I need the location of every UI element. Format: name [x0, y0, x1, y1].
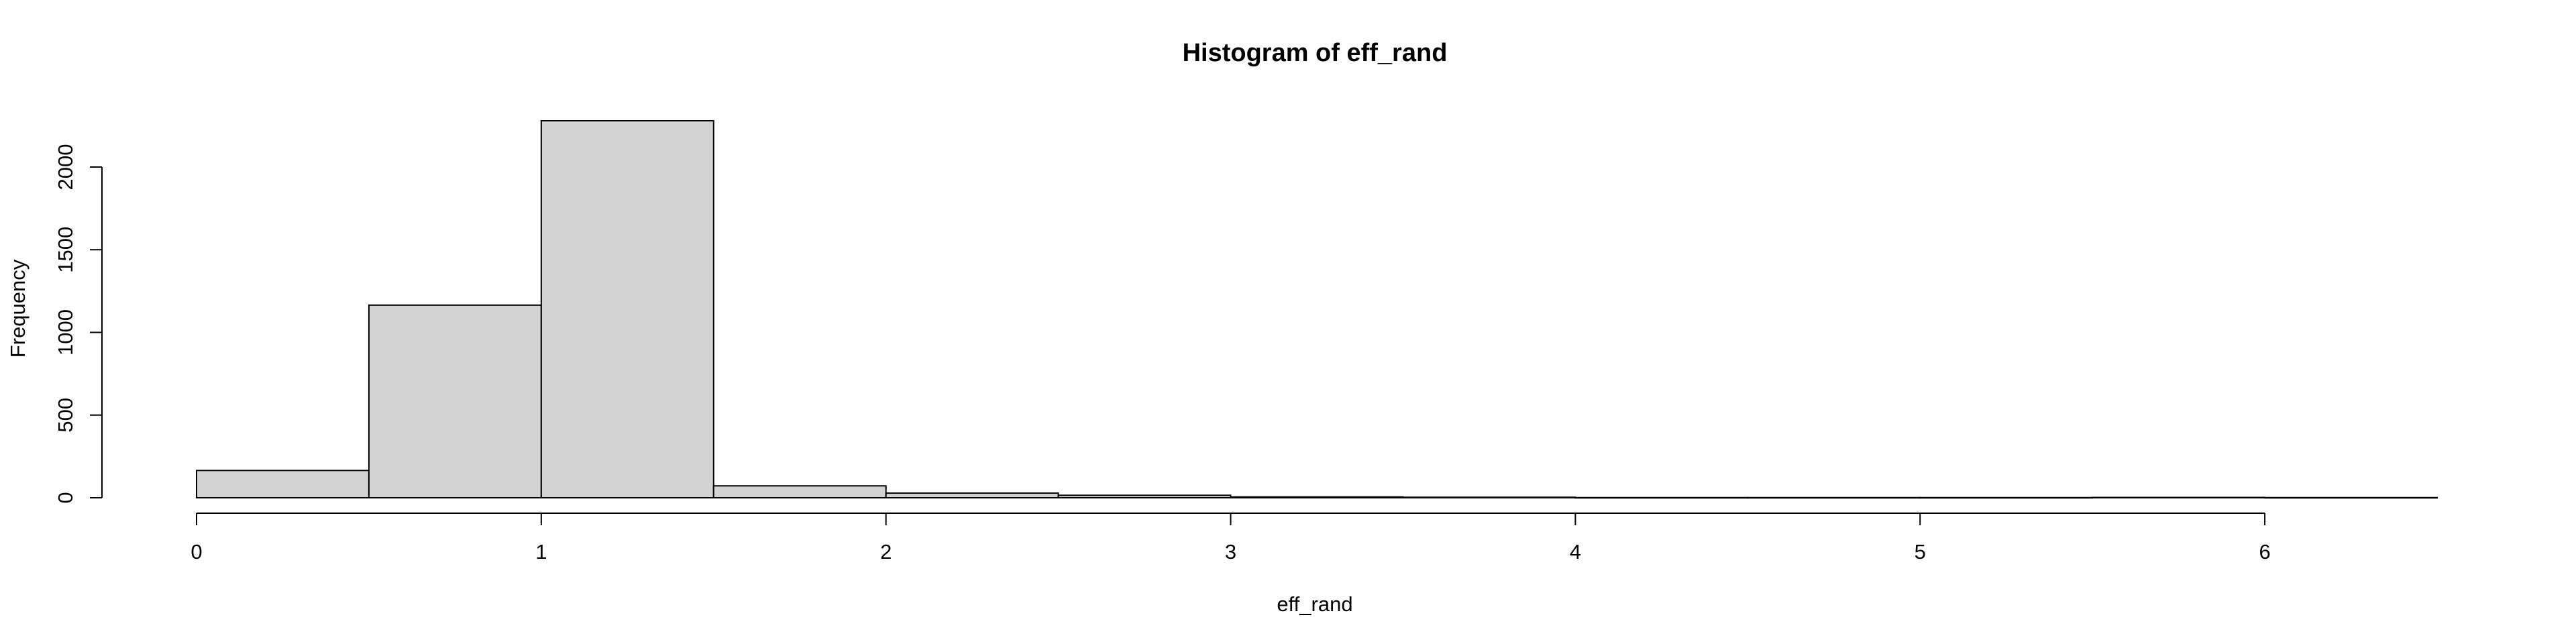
histogram-bar — [1057, 494, 1232, 498]
bars-layer — [196, 120, 2438, 499]
histogram-bar — [196, 470, 370, 498]
histogram-bar — [368, 304, 542, 498]
y-tick-label: 500 — [54, 398, 77, 433]
x-tick-label: 3 — [1225, 540, 1236, 564]
x-tick-label: 0 — [191, 540, 202, 564]
histogram-bar — [1230, 496, 1404, 498]
x-tick-label: 4 — [1570, 540, 1581, 564]
histogram-bar — [540, 120, 714, 498]
x-tick-label: 2 — [880, 540, 892, 564]
x-axis: 0 1 2 3 4 5 6 — [191, 513, 2271, 564]
histogram-bar — [1402, 496, 1576, 498]
histogram-bar — [712, 485, 887, 498]
x-tick-label: 6 — [2259, 540, 2270, 564]
y-tick-label: 1500 — [54, 227, 77, 273]
y-axis-label: Frequency — [6, 259, 30, 358]
x-tick-label: 1 — [535, 540, 547, 564]
x-axis-label: eff_rand — [1277, 592, 1352, 616]
y-tick-label: 1000 — [54, 309, 77, 356]
y-axis: 0 500 1000 1500 2000 — [54, 144, 103, 504]
y-tick-label: 2000 — [54, 144, 77, 191]
y-tick-label: 0 — [54, 492, 77, 503]
x-tick-label: 5 — [1915, 540, 1926, 564]
histogram-bar — [885, 492, 1059, 499]
chart-title: Histogram of eff_rand — [1183, 39, 1448, 67]
